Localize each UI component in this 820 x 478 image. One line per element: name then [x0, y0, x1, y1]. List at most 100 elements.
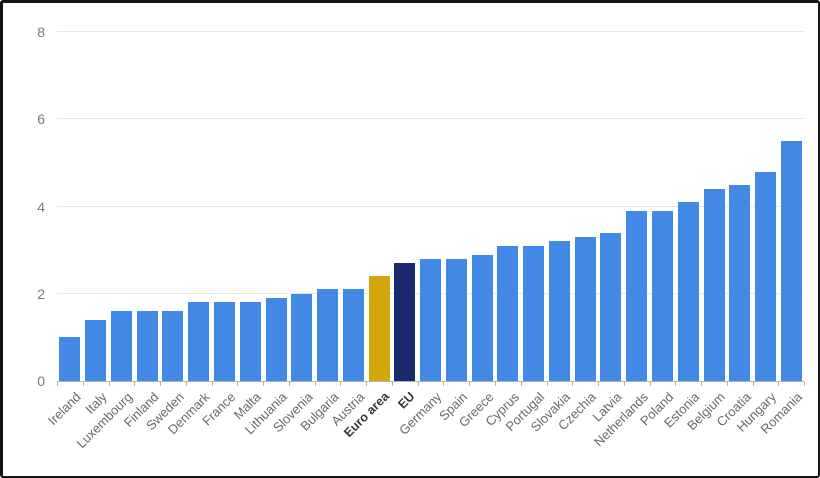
- x-axis-tick: [82, 382, 84, 386]
- y-axis-label-6: 6: [37, 111, 45, 128]
- y-axis-label-8: 8: [37, 24, 45, 40]
- y-axis-label-2: 2: [37, 285, 45, 302]
- x-axis-tick: [701, 382, 703, 386]
- x-axis-tick: [134, 382, 136, 386]
- plot-area: Ireland Italy Luxembourg Finland Sweden Denma…: [45, 31, 805, 451]
- bar-slot-luxembourg: Luxembourg: [74, 32, 135, 451]
- bar-austria[interactable]: [342, 289, 364, 381]
- bar-slot-malta: Malta: [231, 32, 264, 422]
- bar-germany[interactable]: [420, 258, 442, 381]
- bar-slot-euro-area: Euro area: [342, 32, 393, 440]
- bar-poland[interactable]: [651, 210, 673, 381]
- x-axis-tick: [649, 382, 651, 386]
- bar-slot-bulgaria: Bulgaria: [297, 32, 341, 434]
- bar-croatia[interactable]: [729, 184, 751, 381]
- bar-slovenia[interactable]: [291, 293, 313, 381]
- y-axis-label-4: 4: [37, 198, 45, 215]
- bar-czechia[interactable]: [574, 237, 596, 381]
- bar-netherlands[interactable]: [626, 210, 648, 381]
- bar-eu[interactable]: [394, 263, 416, 381]
- x-axis-tick: [804, 382, 806, 386]
- y-axis: 0 2 4 6 8: [13, 24, 45, 389]
- bar-slot-finland: Finland: [120, 32, 161, 430]
- x-axis-tick: [160, 382, 162, 386]
- bar-slot-sweden: Sweden: [143, 32, 187, 433]
- bar-slot-denmark: Denmark: [165, 32, 213, 437]
- bar-slot-cyprus: Cyprus: [482, 32, 522, 429]
- gridline-6: [57, 118, 804, 120]
- bar-spain[interactable]: [445, 258, 467, 381]
- gridline-8: [57, 31, 804, 32]
- bar-romania[interactable]: [780, 141, 802, 381]
- x-axis-tick: [752, 382, 754, 386]
- bar-hungary[interactable]: [755, 171, 777, 381]
- bar-bulgaria[interactable]: [317, 289, 339, 381]
- bar-slot-slovenia: Slovenia: [270, 32, 316, 435]
- bar-slot-croatia: Croatia: [713, 32, 754, 430]
- bar-slot-czechia: Czechia: [555, 32, 599, 433]
- x-axis-tick: [675, 382, 677, 386]
- bar-slot-hungary: Hungary: [734, 32, 779, 435]
- x-axis-tick: [263, 382, 265, 386]
- x-axis-tick: [366, 382, 368, 386]
- bar-slot-france: France: [199, 32, 238, 429]
- x-axis-tick: [237, 382, 239, 386]
- bar-sweden[interactable]: [162, 311, 184, 381]
- bar-finland[interactable]: [136, 311, 158, 381]
- bar-euro-area[interactable]: [368, 276, 390, 381]
- x-axis-tick: [443, 382, 445, 386]
- bar-slot-portugal: Portugal: [503, 32, 548, 434]
- bar-estonia[interactable]: [677, 202, 699, 381]
- bar-portugal[interactable]: [523, 245, 545, 381]
- bar-greece[interactable]: [471, 254, 493, 381]
- x-axis-tick: [314, 382, 316, 386]
- bar-slot-poland: Poland: [637, 32, 676, 429]
- x-axis-tick: [598, 382, 600, 386]
- bar-latvia[interactable]: [600, 232, 622, 381]
- bar-luxembourg[interactable]: [110, 311, 132, 381]
- bar-malta[interactable]: [239, 302, 261, 381]
- bar-slot-germany: Germany: [396, 32, 445, 438]
- x-axis-tick: [417, 382, 419, 386]
- bar-slot-ireland: Ireland: [45, 32, 84, 428]
- x-axis-tick: [495, 382, 497, 386]
- bar-slot-netherlands: Netherlands: [590, 32, 651, 449]
- bar-slot-estonia: Estonia: [661, 32, 702, 431]
- bar-slot-belgium: Belgium: [684, 32, 728, 433]
- bar-slot-lithuania: Lithuania: [242, 32, 290, 437]
- bar-slot-latvia: Latvia: [590, 32, 625, 424]
- bar-cyprus[interactable]: [497, 245, 519, 381]
- plot-slots: Ireland Italy Luxembourg Finland Sweden Denma…: [45, 32, 805, 451]
- x-axis-tick: [623, 382, 625, 386]
- bar-slot-spain: Spain: [436, 32, 470, 423]
- bar-slot-romania: Romania: [758, 32, 805, 437]
- bar-slot-greece: Greece: [455, 32, 496, 430]
- x-axis-tick: [211, 382, 213, 386]
- x-axis-label-ireland: Ireland: [45, 389, 84, 429]
- x-axis-tick: [572, 382, 574, 386]
- x-axis-tick: [288, 382, 290, 386]
- x-axis-tick: [546, 382, 548, 386]
- gridline-4: [57, 205, 804, 207]
- bar-france[interactable]: [213, 302, 235, 381]
- x-axis-tick: [726, 382, 728, 386]
- bar-belgium[interactable]: [703, 189, 725, 381]
- bar-slovakia[interactable]: [548, 241, 570, 381]
- bar-slot-austria: Austria: [328, 32, 367, 429]
- x-axis-tick: [520, 382, 522, 386]
- x-axis-tick: [108, 382, 110, 386]
- x-axis-tick: [340, 382, 342, 386]
- x-axis-tick: [185, 382, 187, 386]
- bar-ireland[interactable]: [59, 337, 81, 381]
- y-axis-label-0: 0: [37, 373, 45, 389]
- bar-lithuania[interactable]: [265, 298, 287, 381]
- bar-slot-slovakia: Slovakia: [528, 32, 573, 435]
- bar-italy[interactable]: [85, 319, 107, 381]
- bar-denmark[interactable]: [188, 302, 210, 381]
- x-axis-tick: [391, 382, 393, 386]
- x-axis-tick: [57, 382, 58, 386]
- x-axis-tick: [469, 382, 471, 386]
- bar-slot-italy: Italy: [82, 32, 110, 417]
- bar-slot-eu: EU: [392, 32, 419, 411]
